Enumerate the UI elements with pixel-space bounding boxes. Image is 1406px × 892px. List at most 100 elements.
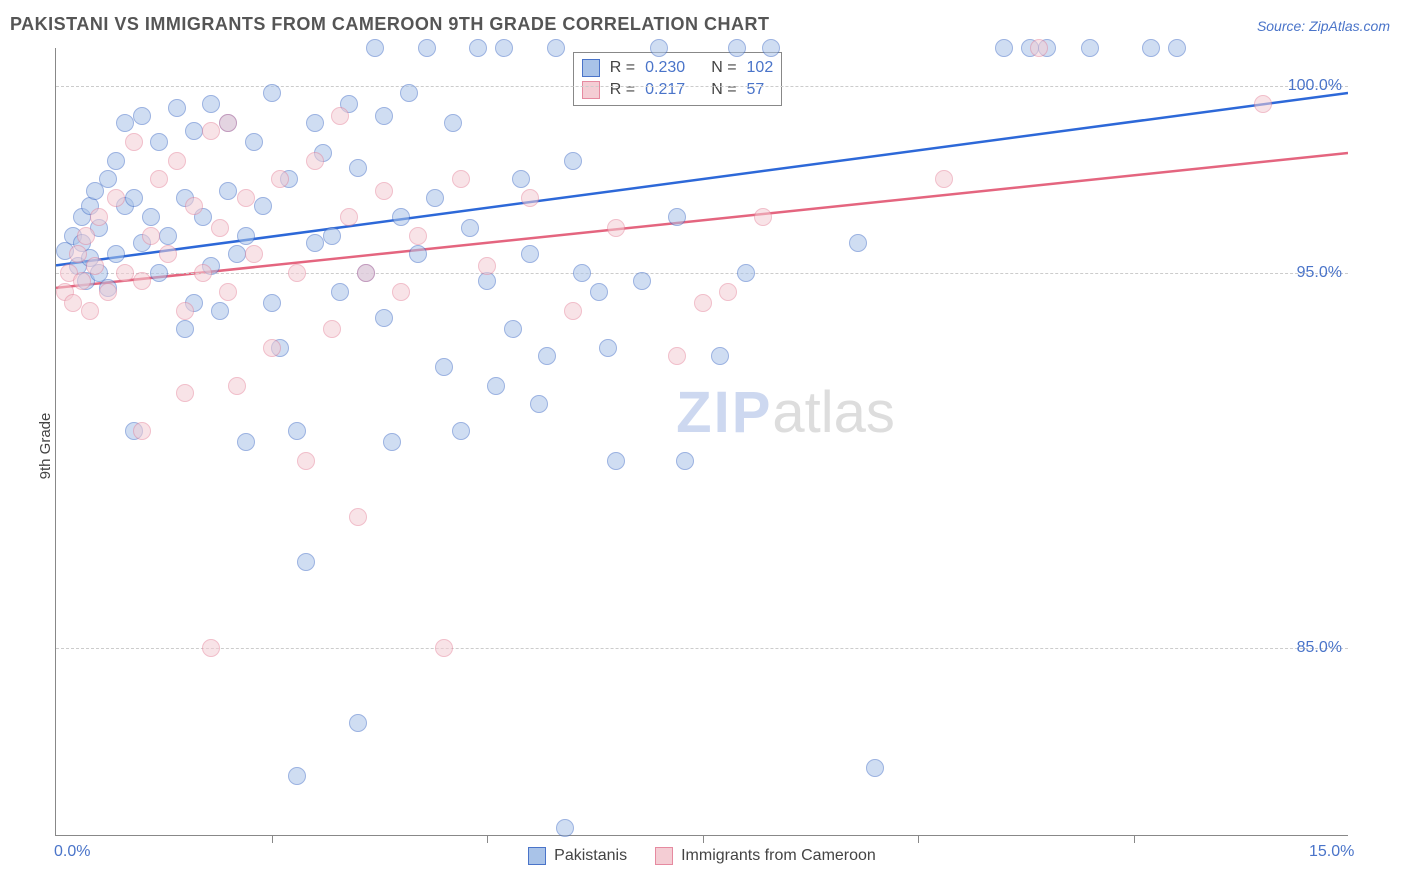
scatter-point (263, 294, 281, 312)
legend-r-label: R = (610, 59, 635, 77)
scatter-point (452, 422, 470, 440)
scatter-point (69, 245, 87, 263)
scatter-point (185, 122, 203, 140)
scatter-point (590, 283, 608, 301)
scatter-point (435, 358, 453, 376)
scatter-point (228, 245, 246, 263)
legend-item: Pakistanis (528, 847, 627, 865)
legend-stats: R =0.230N =102R =0.217N =57 (573, 52, 782, 106)
scatter-point (271, 170, 289, 188)
plot-area: ZIPatlas R =0.230N =102R =0.217N =57 Pak… (55, 48, 1348, 836)
scatter-point (297, 553, 315, 571)
scatter-point (194, 264, 212, 282)
x-tick (918, 835, 919, 843)
legend-r-value: 0.217 (645, 81, 685, 99)
scatter-point (409, 245, 427, 263)
scatter-point (219, 182, 237, 200)
x-tick (703, 835, 704, 843)
scatter-point (375, 182, 393, 200)
scatter-point (107, 152, 125, 170)
scatter-point (306, 234, 324, 252)
scatter-point (81, 302, 99, 320)
scatter-point (375, 309, 393, 327)
scatter-point (237, 433, 255, 451)
scatter-point (435, 639, 453, 657)
scatter-point (754, 208, 772, 226)
scatter-point (142, 208, 160, 226)
scatter-point (392, 283, 410, 301)
scatter-point (99, 283, 117, 301)
scatter-point (297, 452, 315, 470)
legend-n-value: 57 (747, 81, 765, 99)
legend-swatch (655, 847, 673, 865)
scatter-point (935, 170, 953, 188)
scatter-point (288, 422, 306, 440)
scatter-point (694, 294, 712, 312)
x-tick-label: 0.0% (54, 843, 90, 861)
scatter-point (564, 152, 582, 170)
scatter-point (676, 452, 694, 470)
scatter-point (323, 227, 341, 245)
scatter-point (288, 767, 306, 785)
scatter-point (245, 133, 263, 151)
scatter-point (400, 84, 418, 102)
scatter-point (521, 245, 539, 263)
x-tick (272, 835, 273, 843)
y-tick-label: 100.0% (1288, 77, 1342, 95)
scatter-point (340, 208, 358, 226)
trend-line (56, 153, 1348, 288)
scatter-point (168, 152, 186, 170)
scatter-point (202, 95, 220, 113)
scatter-point (478, 257, 496, 275)
scatter-point (728, 39, 746, 57)
x-tick-label: 15.0% (1309, 843, 1354, 861)
scatter-point (228, 377, 246, 395)
scatter-point (607, 452, 625, 470)
scatter-point (607, 219, 625, 237)
scatter-point (1168, 39, 1186, 57)
scatter-point (323, 320, 341, 338)
x-tick (487, 835, 488, 843)
scatter-point (1142, 39, 1160, 57)
scatter-point (263, 339, 281, 357)
scatter-point (849, 234, 867, 252)
scatter-point (86, 257, 104, 275)
scatter-point (116, 264, 134, 282)
scatter-point (211, 302, 229, 320)
scatter-point (73, 272, 91, 290)
chart-container: PAKISTANI VS IMMIGRANTS FROM CAMEROON 9T… (0, 0, 1406, 892)
legend-series-name: Pakistanis (554, 847, 627, 865)
scatter-point (176, 302, 194, 320)
scatter-point (1081, 39, 1099, 57)
scatter-point (530, 395, 548, 413)
scatter-point (1254, 95, 1272, 113)
scatter-point (573, 264, 591, 282)
scatter-point (469, 39, 487, 57)
scatter-point (107, 245, 125, 263)
chart-title: PAKISTANI VS IMMIGRANTS FROM CAMEROON 9T… (10, 14, 770, 35)
scatter-point (133, 272, 151, 290)
scatter-point (288, 264, 306, 282)
scatter-point (306, 114, 324, 132)
grid-line (56, 648, 1348, 649)
legend-row: R =0.217N =57 (582, 79, 773, 101)
scatter-point (185, 197, 203, 215)
scatter-point (866, 759, 884, 777)
scatter-point (461, 219, 479, 237)
scatter-point (254, 197, 272, 215)
scatter-point (125, 189, 143, 207)
scatter-point (556, 819, 574, 837)
scatter-point (995, 39, 1013, 57)
scatter-point (512, 170, 530, 188)
source-attribution: Source: ZipAtlas.com (1257, 18, 1390, 34)
scatter-point (99, 170, 117, 188)
scatter-point (150, 170, 168, 188)
y-tick-label: 95.0% (1297, 264, 1342, 282)
scatter-point (331, 283, 349, 301)
scatter-point (521, 189, 539, 207)
legend-r-label: R = (610, 81, 635, 99)
legend-n-label: N = (711, 59, 736, 77)
scatter-point (168, 99, 186, 117)
scatter-point (487, 377, 505, 395)
legend-n-value: 102 (747, 59, 774, 77)
